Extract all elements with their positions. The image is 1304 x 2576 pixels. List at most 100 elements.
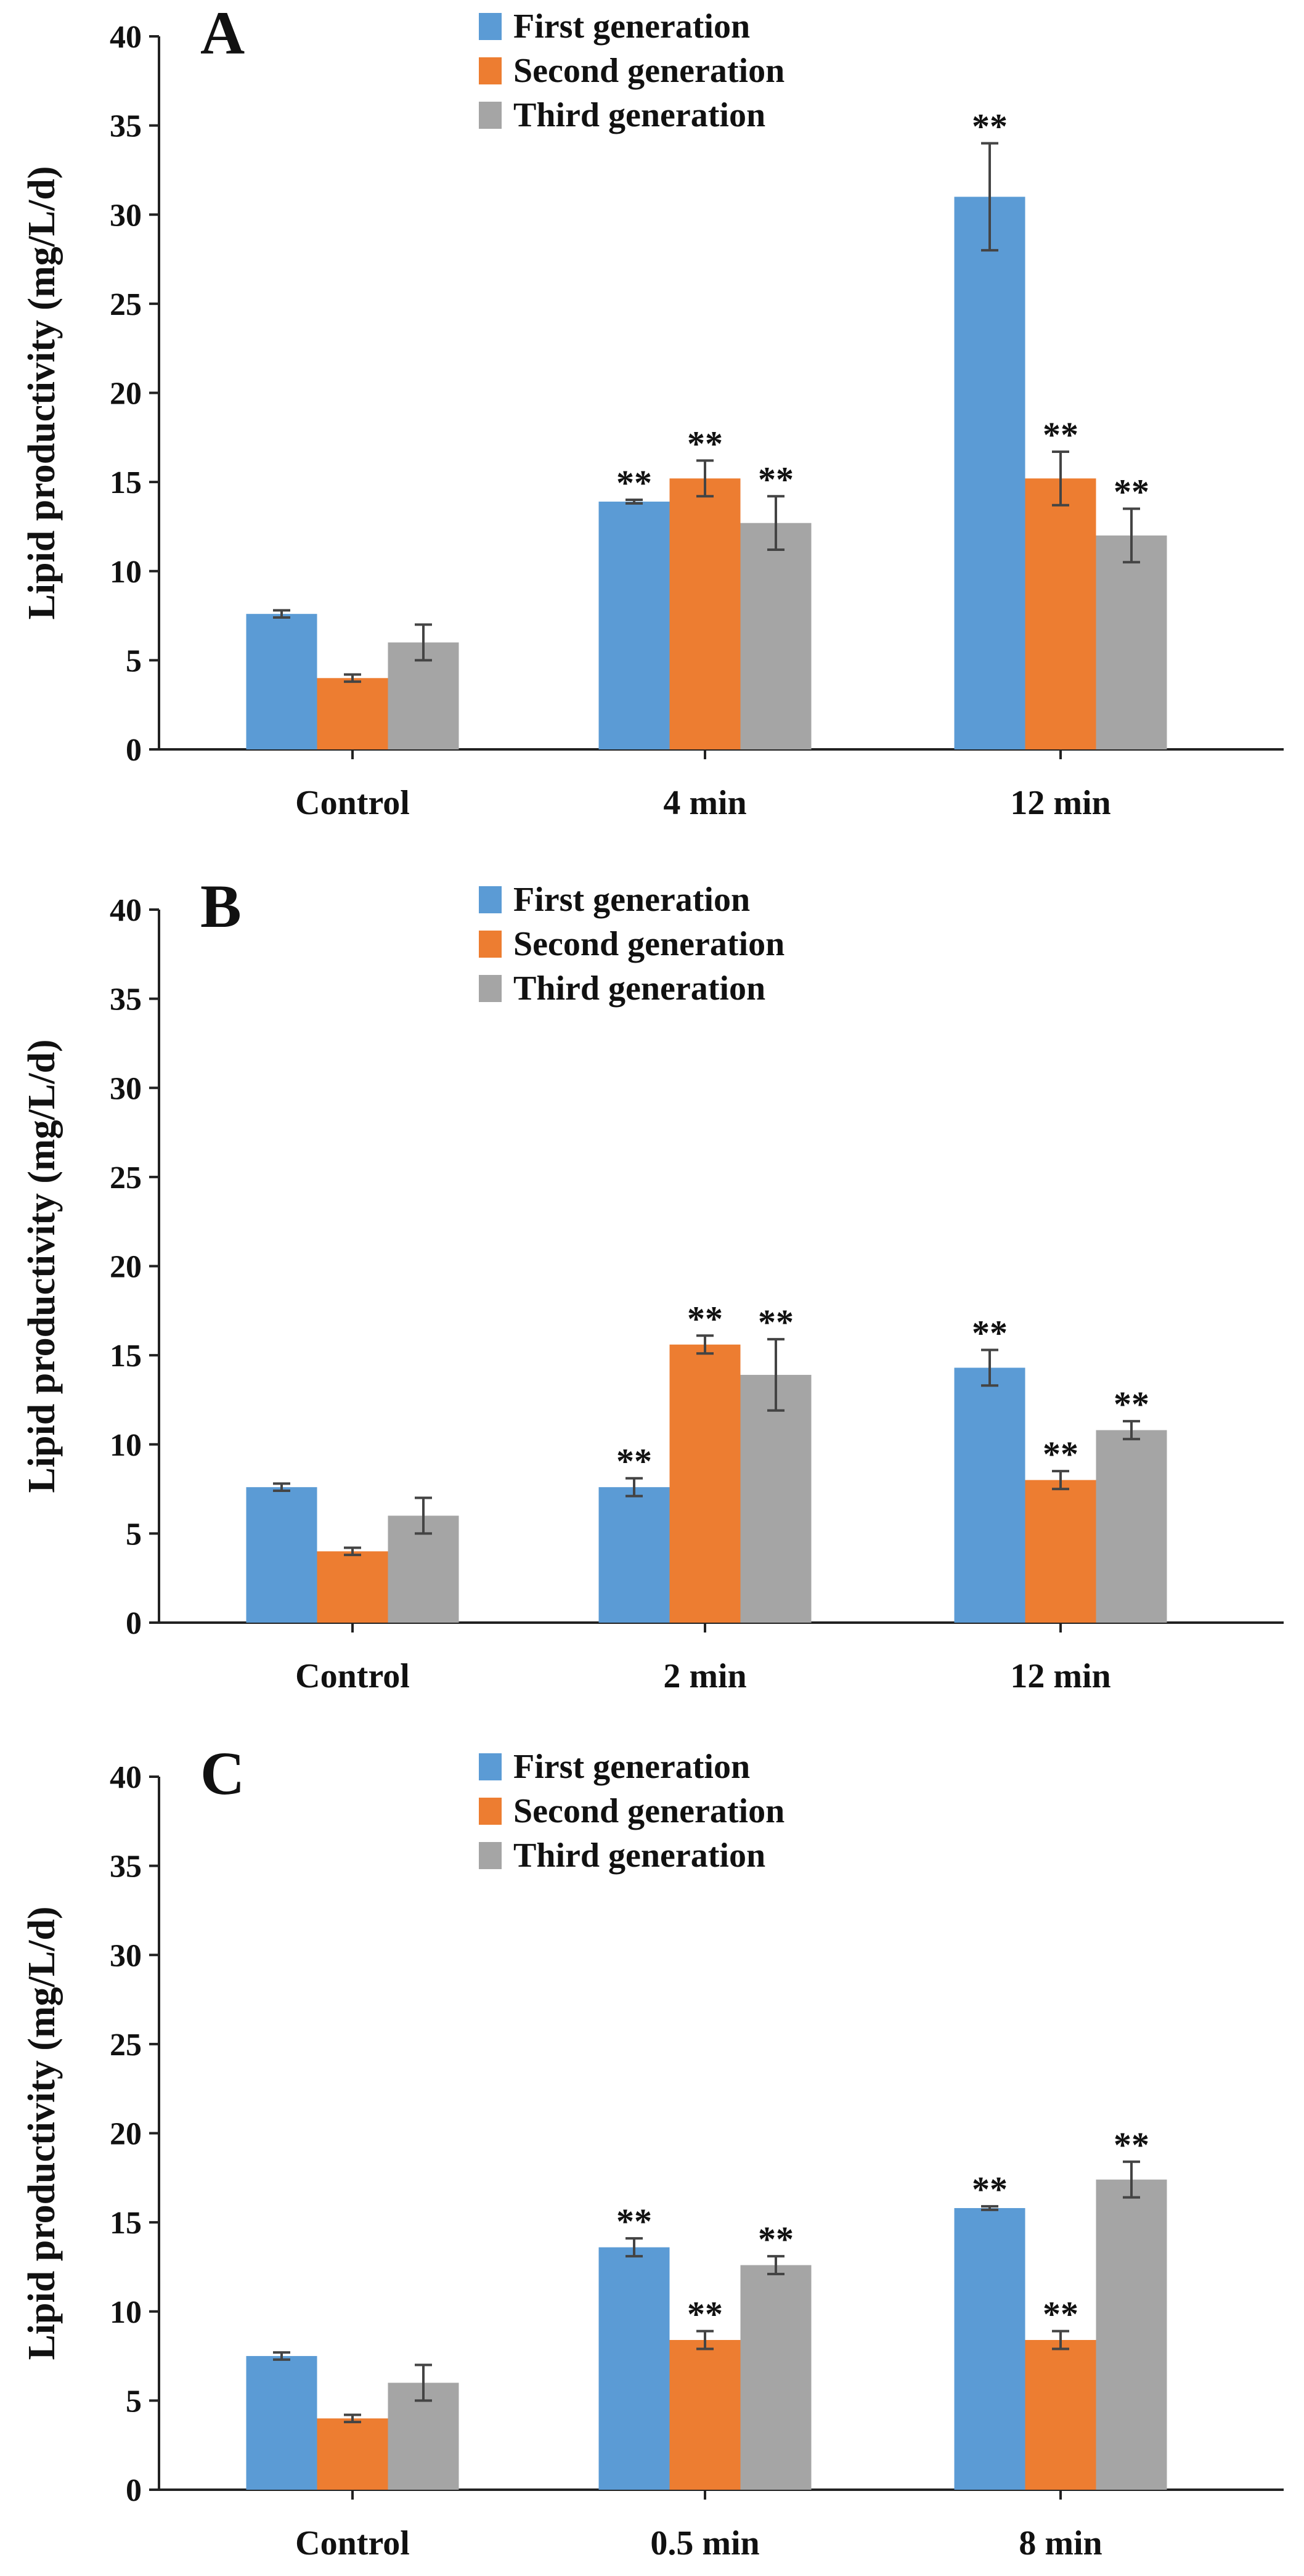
significance-marker: ** bbox=[972, 2169, 1008, 2209]
significance-marker: ** bbox=[616, 463, 652, 503]
y-tick-label: 0 bbox=[126, 2473, 142, 2508]
bar bbox=[1025, 2340, 1096, 2490]
significance-marker: ** bbox=[1114, 472, 1149, 512]
bar bbox=[598, 501, 670, 749]
y-axis-title: Lipid productivity (mg/L/d) bbox=[21, 1906, 63, 2360]
y-tick-label: 0 bbox=[126, 1606, 142, 1641]
bar bbox=[669, 1344, 741, 1623]
bar bbox=[598, 1487, 670, 1623]
y-axis-title: Lipid productivity (mg/L/d) bbox=[21, 166, 63, 619]
y-tick-label: 15 bbox=[110, 1339, 142, 1374]
legend-swatch bbox=[479, 931, 502, 958]
legend-swatch bbox=[479, 102, 502, 129]
y-tick-label: 5 bbox=[126, 2384, 142, 2419]
y-tick-label: 35 bbox=[110, 109, 142, 144]
bar bbox=[1025, 1480, 1096, 1623]
y-tick-label: 30 bbox=[110, 1071, 142, 1106]
y-tick-label: 20 bbox=[110, 1250, 142, 1285]
legend-label: First generation bbox=[513, 7, 750, 46]
y-tick-label: 30 bbox=[110, 1938, 142, 1973]
bar bbox=[954, 197, 1025, 749]
bar bbox=[669, 2340, 741, 2490]
bar bbox=[740, 523, 812, 749]
bar bbox=[740, 1374, 812, 1623]
chart-panel-b: 0 5 10 15 20 25 30 35 40 Control 2 min 12 min Lipid … bbox=[21, 872, 1284, 1695]
legend-label: Third generation bbox=[513, 1836, 765, 1875]
panel-label: C bbox=[200, 1739, 245, 1808]
significance-marker: ** bbox=[1043, 2294, 1078, 2334]
legend-label: Second generation bbox=[513, 1792, 784, 1830]
x-tick-label: Control bbox=[295, 1657, 410, 1695]
bar bbox=[246, 1487, 317, 1623]
y-tick-label: 25 bbox=[110, 2028, 142, 2063]
significance-marker: ** bbox=[687, 1298, 723, 1339]
bar bbox=[246, 614, 317, 749]
x-tick-label: 12 min bbox=[1010, 1657, 1110, 1695]
legend-swatch bbox=[479, 1753, 502, 1780]
legend-swatch bbox=[479, 975, 502, 1002]
panel-label: A bbox=[200, 0, 245, 67]
y-tick-label: 40 bbox=[110, 1760, 142, 1795]
bar bbox=[669, 478, 741, 749]
y-tick-label: 35 bbox=[110, 982, 142, 1017]
significance-marker: ** bbox=[972, 1313, 1008, 1353]
significance-marker: ** bbox=[1114, 1384, 1149, 1424]
significance-marker: ** bbox=[1043, 1434, 1078, 1474]
bar bbox=[1096, 535, 1167, 749]
legend-label: Third generation bbox=[513, 96, 765, 134]
legend-label: First generation bbox=[513, 881, 750, 919]
significance-marker: ** bbox=[1114, 2125, 1149, 2165]
x-tick-label: 12 min bbox=[1010, 784, 1110, 822]
significance-marker: ** bbox=[616, 2201, 652, 2241]
y-tick-label: 25 bbox=[110, 287, 142, 322]
bar bbox=[954, 2207, 1025, 2490]
bar bbox=[317, 1551, 388, 1623]
bar bbox=[317, 678, 388, 749]
legend-label: First generation bbox=[513, 1748, 750, 1786]
bar bbox=[598, 2247, 670, 2490]
y-tick-label: 20 bbox=[110, 2117, 142, 2152]
chart-panel-c: 0 5 10 15 20 25 30 35 40 Control 0.5 min 8 min Lipid… bbox=[21, 1739, 1284, 2562]
y-tick-label: 15 bbox=[110, 2206, 142, 2241]
bar bbox=[740, 2265, 812, 2490]
significance-marker: ** bbox=[758, 1302, 794, 1342]
x-tick-label: 8 min bbox=[1019, 2524, 1102, 2562]
bar bbox=[1025, 478, 1096, 749]
y-tick-label: 30 bbox=[110, 198, 142, 233]
legend-swatch bbox=[479, 886, 502, 913]
y-tick-label: 40 bbox=[110, 20, 142, 55]
significance-marker: ** bbox=[687, 423, 723, 463]
y-tick-label: 0 bbox=[126, 733, 142, 768]
y-tick-label: 35 bbox=[110, 1849, 142, 1885]
significance-marker: ** bbox=[1043, 415, 1078, 455]
y-tick-label: 5 bbox=[126, 643, 142, 679]
bar bbox=[246, 2356, 317, 2490]
y-axis-title: Lipid productivity (mg/L/d) bbox=[21, 1039, 63, 1493]
bar bbox=[954, 1367, 1025, 1623]
legend-swatch bbox=[479, 1842, 502, 1869]
x-tick-label: Control bbox=[295, 2524, 410, 2562]
panel-label: B bbox=[200, 872, 242, 940]
y-tick-label: 10 bbox=[110, 555, 142, 590]
legend-label: Second generation bbox=[513, 52, 784, 90]
x-tick-label: 0.5 min bbox=[650, 2524, 759, 2562]
x-tick-label: 4 min bbox=[663, 784, 746, 822]
bar bbox=[1096, 1430, 1167, 1623]
y-tick-label: 25 bbox=[110, 1160, 142, 1196]
x-tick-label: Control bbox=[295, 784, 410, 822]
y-tick-label: 40 bbox=[110, 893, 142, 928]
bar bbox=[1096, 2179, 1167, 2490]
bar bbox=[317, 2418, 388, 2490]
y-tick-label: 20 bbox=[110, 377, 142, 412]
y-tick-label: 5 bbox=[126, 1517, 142, 1552]
legend-swatch bbox=[479, 1798, 502, 1825]
significance-marker: ** bbox=[972, 107, 1008, 147]
y-tick-label: 10 bbox=[110, 2295, 142, 2330]
legend-swatch bbox=[479, 57, 502, 84]
significance-marker: ** bbox=[687, 2294, 723, 2334]
legend-label: Second generation bbox=[513, 925, 784, 963]
significance-marker: ** bbox=[616, 1441, 652, 1482]
chart-panel-a: 0 5 10 15 20 25 30 35 40 Control 4 min 12 min Lipid … bbox=[21, 0, 1284, 822]
legend-swatch bbox=[479, 13, 502, 40]
